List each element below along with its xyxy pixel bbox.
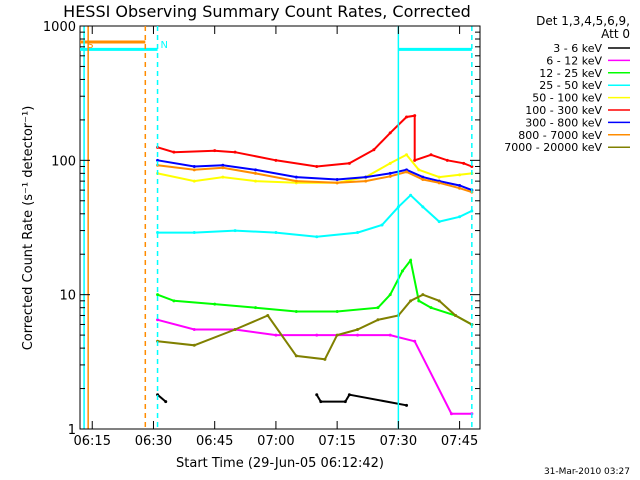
series-3 bbox=[156, 193, 474, 239]
x-tick-label-2: 06:45 bbox=[196, 434, 233, 449]
legend-header-line1: Det 1,3,4,5,6,9, bbox=[536, 14, 630, 28]
footer-date: 31-Mar-2010 03:27 bbox=[544, 467, 630, 477]
x-tick-label-4: 07:15 bbox=[318, 434, 355, 449]
series-line-5 bbox=[157, 114, 473, 168]
series-6 bbox=[156, 158, 474, 192]
series-0 bbox=[156, 393, 409, 407]
legend-label-3: 25 - 50 keV bbox=[539, 79, 602, 92]
marker-label-1: N bbox=[161, 40, 168, 51]
series-line-1 bbox=[157, 318, 472, 415]
y-tick-label-2: 100 bbox=[51, 154, 76, 169]
legend-label-0: 3 - 6 keV bbox=[553, 42, 602, 55]
series-5 bbox=[156, 114, 474, 168]
series-2 bbox=[156, 258, 474, 326]
legend-label-8: 7000 - 20000 keV bbox=[504, 141, 602, 154]
chart-title: HESSI Observing Summary Count Rates, Cor… bbox=[63, 2, 471, 21]
series-1 bbox=[156, 318, 474, 416]
x-tick-label-3: 07:00 bbox=[257, 434, 294, 449]
series-line-2 bbox=[157, 258, 473, 326]
x-tick-label-5: 07:30 bbox=[380, 434, 417, 449]
x-tick-label-1: 06:30 bbox=[135, 434, 172, 449]
legend-label-7: 800 - 7000 keV bbox=[518, 129, 602, 142]
x-axis-label: Start Time (29-Jun-05 06:12:42) bbox=[176, 456, 384, 471]
series-line-8 bbox=[157, 293, 473, 361]
legend-header-line2: Att 0 bbox=[601, 27, 630, 41]
marker-label-0: S bbox=[87, 40, 93, 51]
series-line-7 bbox=[157, 164, 473, 194]
x-tick-label-0: 06:15 bbox=[74, 434, 111, 449]
legend-label-6: 300 - 800 keV bbox=[525, 116, 602, 129]
series-line-0 bbox=[156, 393, 167, 403]
series-8 bbox=[156, 293, 474, 361]
y-tick-label-0: 1 bbox=[68, 423, 76, 438]
y-tick-label-1: 10 bbox=[59, 289, 76, 304]
x-tick-label-6: 07:45 bbox=[441, 434, 478, 449]
legend-label-1: 6 - 12 keV bbox=[546, 54, 602, 67]
legend-label-5: 100 - 300 keV bbox=[525, 104, 602, 117]
series-layer bbox=[156, 114, 474, 416]
y-tick-label-3: 1000 bbox=[43, 20, 76, 35]
series-line-6 bbox=[157, 159, 473, 192]
series-7 bbox=[156, 163, 474, 194]
y-axis-label: Corrected Count Rate (s⁻¹ detector⁻¹) bbox=[21, 106, 36, 351]
plot-frame bbox=[79, 25, 481, 430]
series-line-3 bbox=[157, 193, 473, 238]
axes: 06:15 06:30 06:45 07:00 07:15 07:30 07:45 1 10 10… bbox=[43, 20, 480, 449]
series-line-0 bbox=[315, 393, 407, 407]
legend-label-2: 12 - 25 keV bbox=[539, 67, 602, 80]
legend-label-4: 50 - 100 keV bbox=[532, 92, 602, 105]
